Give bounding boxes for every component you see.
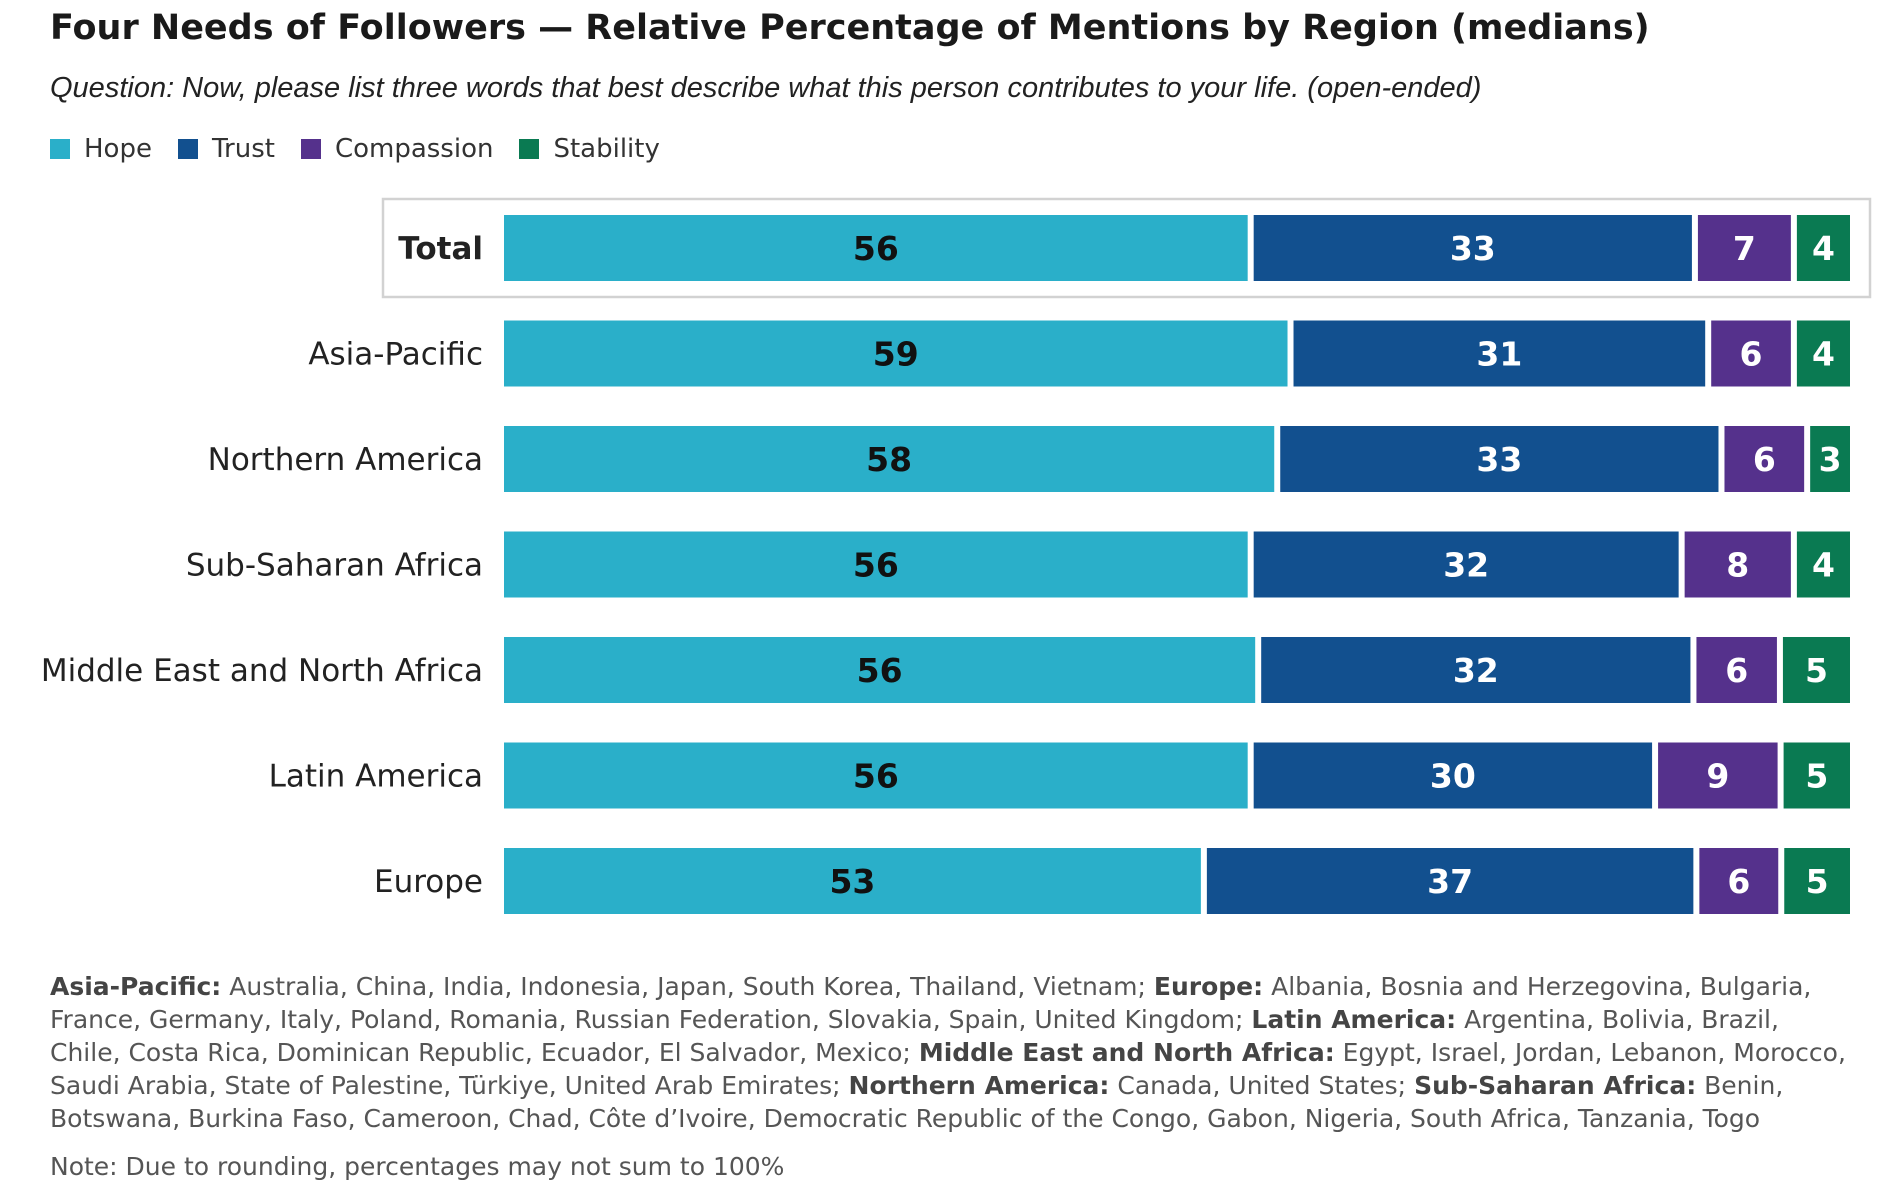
data-label: 56 [853, 546, 899, 585]
footnote-countries: Canada, United States; [1109, 1071, 1415, 1100]
legend-item-trust: Trust [177, 134, 275, 164]
bar-stability [1810, 426, 1850, 492]
region-footnote: Asia-Pacific: Australia, China, India, I… [50, 970, 1850, 1135]
data-label: 8 [1726, 546, 1749, 585]
data-label: 9 [1706, 757, 1729, 796]
footnote-countries: Australia, China, India, Indonesia, Japa… [221, 972, 1154, 1001]
data-label: 59 [873, 335, 919, 374]
legend-swatch-stability [519, 139, 540, 159]
data-label: 56 [853, 229, 899, 268]
bar-stability [1784, 848, 1850, 914]
category-label: Latin America [269, 759, 483, 795]
data-label: 33 [1476, 440, 1522, 479]
data-label: 56 [857, 651, 903, 690]
data-label: 37 [1427, 862, 1473, 901]
footnote-countries: Benin, Botswana, Burkina Faso, Cameroon,… [50, 1071, 1784, 1133]
legend-label-hope: Hope [84, 134, 152, 164]
bar-compassion [1696, 637, 1777, 703]
data-label: 6 [1740, 335, 1763, 374]
footnote-region: Sub-Saharan Africa: [1414, 1071, 1697, 1100]
legend-item-hope: Hope [50, 134, 152, 164]
bar-compassion [1724, 426, 1805, 492]
bar-hope [504, 320, 1288, 387]
bar-compassion [1658, 742, 1778, 809]
bar-trust [1253, 531, 1679, 598]
category-label: Europe [374, 864, 483, 900]
legend-label-stability: Stability [553, 134, 660, 164]
data-label: 6 [1725, 651, 1748, 690]
data-label: 6 [1727, 862, 1750, 901]
bar-hope [504, 742, 1248, 809]
bar-stability [1796, 320, 1850, 387]
legend-swatch-trust [177, 139, 198, 159]
bar-stability [1783, 742, 1850, 809]
chart-title: Four Needs of Followers — Relative Perce… [50, 8, 1650, 48]
data-label: 31 [1476, 335, 1522, 374]
bar-trust [1280, 426, 1719, 492]
legend-label-trust: Trust [211, 134, 275, 164]
category-label: Asia-Pacific [308, 337, 483, 373]
bar-compassion [1699, 848, 1779, 914]
data-label: 7 [1733, 229, 1756, 268]
data-label: 4 [1812, 546, 1835, 585]
data-label: 30 [1430, 757, 1476, 796]
footnote-region: Europe: [1153, 972, 1264, 1001]
bar-trust [1253, 742, 1653, 809]
category-label: Total [398, 231, 483, 267]
bar-compassion [1711, 320, 1791, 387]
data-label: 32 [1443, 546, 1489, 585]
bar-compassion [1697, 215, 1791, 281]
bar-hope [504, 426, 1275, 492]
data-label: 5 [1805, 651, 1828, 690]
data-label: 32 [1453, 651, 1499, 690]
rounding-note: Note: Due to rounding, percentages may n… [50, 1152, 785, 1181]
bar-trust [1293, 320, 1706, 387]
bar-stability [1796, 215, 1850, 281]
data-label: 4 [1812, 335, 1835, 374]
data-label: 4 [1812, 229, 1835, 268]
legend-swatch-compassion [300, 139, 321, 159]
bar-hope [504, 637, 1256, 703]
category-label: Middle East and North Africa [41, 653, 483, 689]
data-label: 3 [1819, 440, 1842, 479]
bar-trust [1253, 215, 1692, 281]
bar-trust [1261, 637, 1691, 703]
data-label: 6 [1753, 440, 1776, 479]
bar-hope [504, 531, 1248, 598]
footnote-region: Latin America: [1251, 1005, 1457, 1034]
legend-item-compassion: Compassion [300, 134, 494, 164]
footnote-region: Northern America: [848, 1071, 1110, 1100]
bar-stability [1782, 637, 1850, 703]
data-label: 58 [866, 440, 912, 479]
data-label: 33 [1450, 229, 1496, 268]
footnote-countries: Albania, Bosnia and Herzegovina, Bulgari… [50, 972, 1812, 1034]
legend-item-stability: Stability [519, 134, 660, 164]
chart-subtitle: Question: Now, please list three words t… [50, 72, 1482, 104]
legend-swatch-hope [50, 139, 70, 159]
footnote-region: Middle East and North Africa: [918, 1038, 1335, 1067]
data-label: 53 [829, 862, 875, 901]
bar-hope [504, 848, 1201, 914]
category-label: Sub-Saharan Africa [186, 548, 483, 584]
legend-label-compassion: Compassion [334, 134, 494, 164]
footnote-countries: Egypt, Israel, Jordan, Lebanon, Morocco,… [50, 1038, 1846, 1100]
bar-trust [1206, 848, 1694, 914]
bar-hope [504, 215, 1248, 281]
legend: Hope Trust Compassion Stability [50, 134, 686, 164]
footnote-region: Asia-Pacific: [50, 972, 222, 1001]
category-label: Northern America [208, 442, 483, 478]
bar-compassion [1684, 531, 1791, 598]
data-label: 5 [1805, 757, 1828, 796]
bar-stability [1796, 531, 1850, 598]
footnote-countries: Argentina, Bolivia, Brazil, Chile, Costa… [50, 1005, 1779, 1067]
highlight-box [381, 197, 1872, 299]
data-label: 56 [853, 757, 899, 796]
data-label: 5 [1806, 862, 1829, 901]
